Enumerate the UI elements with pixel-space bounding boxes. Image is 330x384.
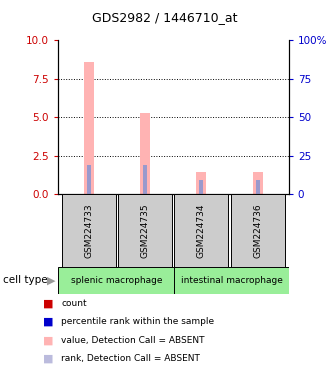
Text: GSM224735: GSM224735 [141, 203, 149, 258]
Bar [196, 172, 207, 194]
Text: ■: ■ [43, 354, 53, 364]
Bar [58, 267, 176, 294]
Text: ■: ■ [43, 335, 53, 345]
Text: ▶: ▶ [47, 275, 55, 285]
Text: GSM224734: GSM224734 [197, 203, 206, 258]
Text: count: count [61, 299, 87, 308]
Bar [231, 194, 285, 267]
Text: splenic macrophage: splenic macrophage [71, 276, 163, 285]
Bar [87, 165, 91, 194]
Text: ■: ■ [43, 298, 53, 308]
Text: intestinal macrophage: intestinal macrophage [181, 276, 282, 285]
Text: GDS2982 / 1446710_at: GDS2982 / 1446710_at [92, 11, 238, 24]
Bar [84, 62, 94, 194]
Text: rank, Detection Call = ABSENT: rank, Detection Call = ABSENT [61, 354, 200, 363]
Bar [256, 180, 260, 194]
Text: GSM224736: GSM224736 [253, 203, 262, 258]
Text: percentile rank within the sample: percentile rank within the sample [61, 317, 214, 326]
Bar [62, 194, 116, 267]
Bar [174, 267, 289, 294]
Text: ■: ■ [43, 317, 53, 327]
Bar [174, 194, 228, 267]
Bar [199, 180, 203, 194]
Bar [140, 113, 150, 194]
Bar [118, 194, 172, 267]
Text: cell type: cell type [3, 275, 48, 285]
Text: value, Detection Call = ABSENT: value, Detection Call = ABSENT [61, 336, 205, 345]
Text: GSM224733: GSM224733 [84, 203, 93, 258]
Bar [143, 165, 147, 194]
Bar [253, 172, 263, 194]
